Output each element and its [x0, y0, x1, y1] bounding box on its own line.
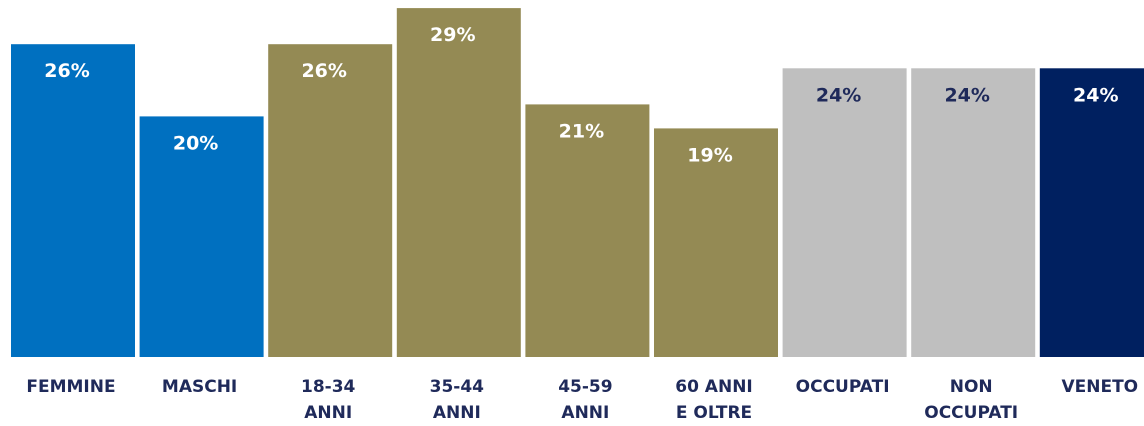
bar-value-label: 19%	[687, 144, 732, 166]
category-label: 35-44 ANNI	[430, 377, 485, 423]
bar-value-label: 24%	[1073, 84, 1118, 106]
bar-7	[911, 68, 1036, 358]
bar-value-label: 24%	[816, 84, 861, 106]
category-label-line: OCCUPATI	[924, 403, 1018, 423]
bar-6	[782, 68, 907, 358]
category-label-line: 60 ANNI	[675, 377, 753, 397]
bar-value-label: 21%	[559, 120, 604, 142]
category-label-line: NON	[950, 377, 993, 397]
bar-1	[139, 116, 264, 358]
category-label: FEMMINE	[26, 377, 115, 397]
category-label: NON OCCUPATI	[924, 377, 1018, 423]
category-label-line: 45-59	[558, 377, 612, 397]
category-label: 45-59 ANNI	[558, 377, 612, 423]
bar-4	[525, 104, 650, 358]
category-label: VENETO	[1061, 377, 1138, 397]
category-label-line: ANNI	[561, 403, 609, 423]
category-label-line: VENETO	[1061, 377, 1138, 397]
category-label-line: FEMMINE	[26, 377, 115, 397]
category-label-line: E OLTRE	[676, 403, 752, 423]
category-label-line: 35-44	[430, 377, 485, 397]
bar-2	[268, 44, 393, 357]
bar-value-label: 20%	[173, 132, 218, 154]
category-label: MASCHI	[162, 377, 237, 397]
bar-value-label: 29%	[430, 24, 475, 46]
category-label-line: MASCHI	[162, 377, 237, 397]
category-label-line: OCCUPATI	[796, 377, 890, 397]
bar-3	[396, 8, 521, 357]
bar-0	[11, 44, 135, 357]
bar-value-label: 26%	[301, 60, 346, 82]
category-label: 18-34 ANNI	[301, 377, 356, 423]
category-label: 60 ANNI E OLTRE	[675, 377, 753, 423]
category-label-line: ANNI	[433, 403, 481, 423]
bar-5	[654, 128, 778, 357]
bar-value-label: 26%	[44, 60, 89, 82]
bar-value-label: 24%	[944, 84, 989, 106]
bar-8	[1039, 68, 1144, 358]
category-label-line: ANNI	[304, 403, 352, 423]
category-label-line: 18-34	[301, 377, 356, 397]
category-label: OCCUPATI	[796, 377, 890, 397]
